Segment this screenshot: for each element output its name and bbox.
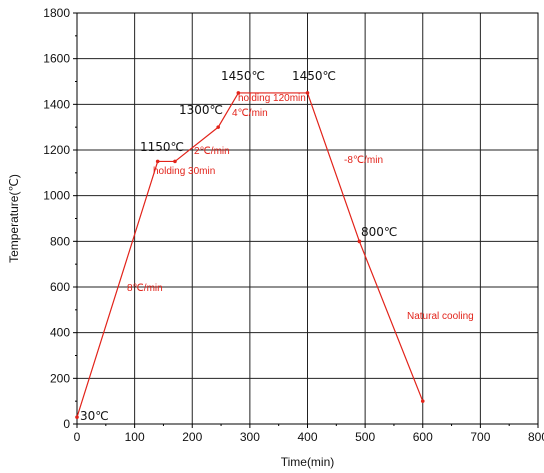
temperature-profile-points [75,91,425,419]
ramp-rate-8-annotation: 8℃/min [127,283,163,294]
ramp-rate-4-annotation: 4℃/min [232,108,268,119]
temperature-profile-point [236,91,241,95]
start-temperature-annotation: 30℃ [80,409,109,423]
temperature-profile-point [75,415,79,419]
y-tick-label: 800 [50,234,70,248]
y-axis-title: Temperature(℃) [7,174,21,263]
holding-30min-annotation: holding 30min [153,166,215,177]
y-tick-label: 400 [50,326,70,340]
cooling-rate-annotation: -8℃/min [344,155,383,166]
temperature-profile-line [76,92,424,418]
first-hold-temperature-annotation: 1150℃ [140,140,184,154]
temperature-profile-point [155,159,160,164]
x-tick-label: 500 [355,430,375,444]
x-tick-label: 400 [297,430,317,444]
y-tick-label: 1600 [43,52,70,66]
y-tick-label: 0 [63,417,70,431]
y-tick-label: 200 [50,371,70,385]
temperature-profile-point [173,159,177,164]
y-tick-label: 1800 [43,6,70,20]
x-tick-label: 800 [528,430,544,444]
axis-ticks [73,12,539,428]
x-tick-label: 200 [182,430,202,444]
x-tick-label: 100 [125,430,145,444]
peak-end-temperature-annotation: 1450℃ [292,69,336,83]
y-tick-label: 600 [50,280,70,294]
holding-120min-annotation: holding 120min [238,93,306,104]
natural-cooling-annotation: Natural cooling [407,311,474,322]
ramp-rate-2-annotation: 2℃/min [194,146,230,157]
y-tick-label: 1000 [43,189,70,203]
temperature-profile-point [357,239,362,244]
temperature-profile-point [305,91,310,95]
x-axis-title: Time(min) [281,455,335,469]
profile-annotations: 30℃ 1150℃ 1300℃ 1450℃ 1450℃ 800℃ 8℃/min … [80,69,474,423]
tick-labels: 0 100 200 300 400 500 600 700 800 0 200 400 600 800 10… [43,6,544,444]
x-tick-label: 300 [240,430,260,444]
peak-start-temperature-annotation: 1450℃ [221,69,265,83]
y-tick-label: 1400 [43,97,70,111]
x-tick-label: 700 [470,430,490,444]
cooling-temperature-annotation: 800℃ [361,225,397,239]
grid-lines [76,12,539,425]
second-ramp-temperature-annotation: 1300℃ [179,103,223,117]
y-tick-label: 1200 [43,143,70,157]
x-tick-label: 600 [413,430,433,444]
x-tick-label: 0 [74,430,81,444]
temperature-profile-point [420,399,425,403]
temperature-profile-point [216,125,220,129]
